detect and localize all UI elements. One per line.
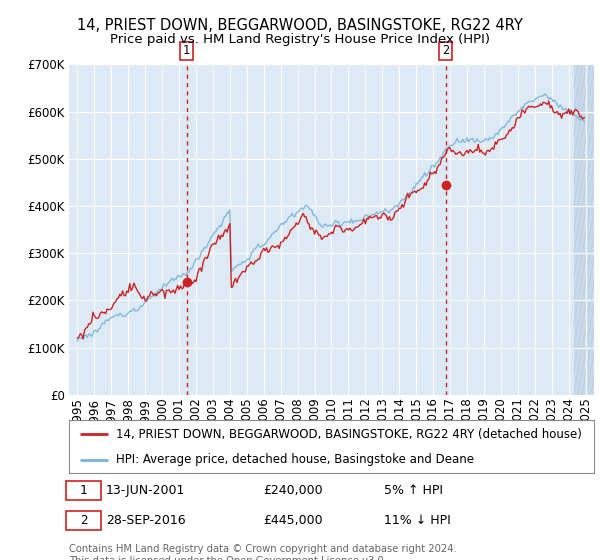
Text: 28-SEP-2016: 28-SEP-2016 [106,514,185,526]
Text: 2: 2 [442,44,449,58]
FancyBboxPatch shape [67,511,101,530]
Text: 11% ↓ HPI: 11% ↓ HPI [384,514,451,526]
Text: 1: 1 [183,44,190,58]
FancyBboxPatch shape [67,481,101,500]
Text: HPI: Average price, detached house, Basingstoke and Deane: HPI: Average price, detached house, Basi… [116,454,474,466]
Text: 13-JUN-2001: 13-JUN-2001 [106,484,185,497]
Text: Price paid vs. HM Land Registry's House Price Index (HPI): Price paid vs. HM Land Registry's House … [110,32,490,46]
Text: 5% ↑ HPI: 5% ↑ HPI [384,484,443,497]
Text: 1: 1 [80,484,87,497]
Text: 14, PRIEST DOWN, BEGGARWOOD, BASINGSTOKE, RG22 4RY: 14, PRIEST DOWN, BEGGARWOOD, BASINGSTOKE… [77,18,523,32]
Text: Contains HM Land Registry data © Crown copyright and database right 2024.
This d: Contains HM Land Registry data © Crown c… [69,544,457,560]
FancyBboxPatch shape [69,420,594,473]
Text: 2: 2 [80,514,87,526]
Text: £240,000: £240,000 [263,484,323,497]
Text: £445,000: £445,000 [263,514,323,526]
Text: 14, PRIEST DOWN, BEGGARWOOD, BASINGSTOKE, RG22 4RY (detached house): 14, PRIEST DOWN, BEGGARWOOD, BASINGSTOKE… [116,428,582,441]
